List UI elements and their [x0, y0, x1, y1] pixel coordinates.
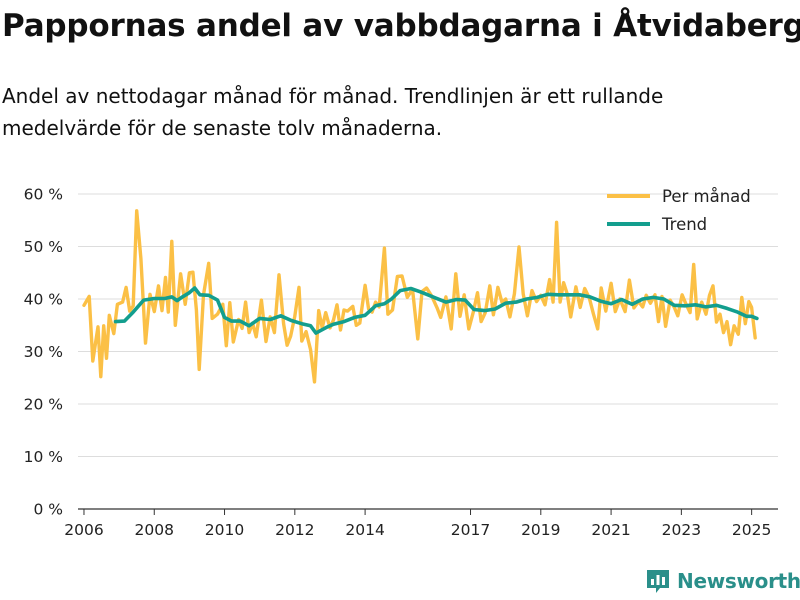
x-tick-label: 2017 — [451, 521, 490, 539]
x-tick-label: 2006 — [64, 521, 103, 539]
x-tick-label: 2014 — [345, 521, 384, 539]
y-tick-label: 20 % — [24, 396, 63, 414]
x-tick-label: 2023 — [662, 521, 701, 539]
y-axis-ticks: 0 % 10 % 20 % 30 % 40 % 50 % 60 % — [24, 186, 63, 519]
y-tick-label: 0 % — [33, 501, 63, 519]
chart-subtitle: Andel av nettodagar månad för månad. Tre… — [2, 84, 664, 140]
y-tick-label: 40 % — [24, 291, 63, 309]
series-lines — [82, 209, 759, 384]
x-tick-label: 2025 — [732, 521, 771, 539]
x-tick-label: 2008 — [135, 521, 174, 539]
x-tick-label: 2019 — [521, 521, 560, 539]
y-tick-label: 60 % — [24, 186, 63, 204]
brand-name: Newsworthy — [677, 569, 800, 593]
y-tick-label: 10 % — [24, 448, 63, 466]
brand-logo: Newsworthy — [645, 568, 800, 594]
x-tick-label: 2010 — [205, 521, 244, 539]
legend-label: Trend — [661, 215, 707, 234]
x-tick-label: 2012 — [275, 521, 314, 539]
gridlines — [78, 193, 778, 510]
y-tick-label: 50 % — [24, 238, 63, 256]
y-tick-label: 30 % — [24, 343, 63, 361]
legend: Per månad Trend — [607, 187, 751, 234]
series-line-trend — [113, 286, 759, 335]
chart-title: Pappornas andel av vabbdagarna i Åtvidab… — [2, 8, 800, 44]
x-axis-ticks: 2006 2008 2010 2012 2014 2017 2019 2021 2023 2025 — [64, 509, 771, 539]
legend-label: Per månad — [662, 187, 751, 206]
x-tick-label: 2021 — [591, 521, 630, 539]
newsworthy-icon — [647, 570, 669, 593]
